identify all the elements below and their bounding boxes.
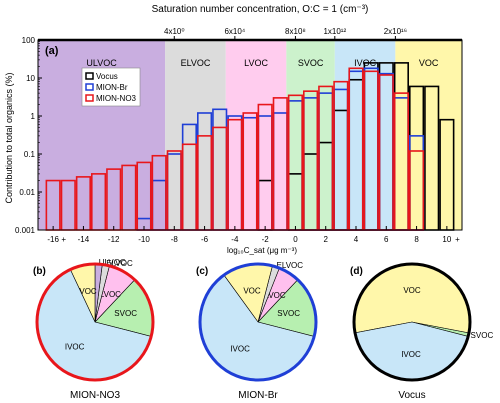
band-label-voc: VOC bbox=[419, 58, 439, 68]
top-tick-label: 6x10⁴ bbox=[224, 27, 245, 36]
band-svoc bbox=[286, 40, 335, 230]
pie-label-ivoc: IVOC bbox=[401, 350, 421, 359]
x-edge-mark-right: + bbox=[455, 235, 460, 244]
legend-label-mion-br: MION-Br bbox=[96, 83, 128, 92]
band-label-elvoc: ELVOC bbox=[181, 58, 211, 68]
x-tick-label: -4 bbox=[231, 235, 239, 244]
top-tick-label: 1x10¹² bbox=[323, 27, 346, 36]
axes-layer: 100 10 1 0.1 0.01 0.001 -16 -14 -12 -10 -8 -6 -4 -2 0 2… bbox=[15, 27, 463, 244]
y-tick-label: 0.01 bbox=[19, 188, 35, 197]
x-axis-label: log₁₀C_sat (μg m⁻³) bbox=[227, 246, 297, 255]
pie-label-ulvoc: ULVOC bbox=[99, 258, 126, 267]
legend-label-mion-no3: MION-NO3 bbox=[96, 94, 137, 103]
x-tick-label: 10 bbox=[442, 235, 451, 244]
pie-panel-label: (b) bbox=[33, 266, 46, 277]
x-tick-label: -2 bbox=[262, 235, 270, 244]
x-tick-label: 4 bbox=[354, 235, 359, 244]
pie-label-svoc: SVOC bbox=[114, 309, 137, 318]
pie-label-lvoc: LVOC bbox=[264, 291, 285, 300]
legend-swatch-mion-br bbox=[85, 83, 94, 91]
y-axis-label: Contribution to total organics (%) bbox=[4, 72, 14, 203]
x-tick-label: 6 bbox=[384, 235, 389, 244]
x-tick-label: -8 bbox=[171, 235, 179, 244]
y-tick-label: 0.1 bbox=[24, 150, 36, 159]
pie-label-lvoc: LVOC bbox=[100, 290, 121, 299]
y-tick-label: 10 bbox=[26, 74, 35, 83]
pie-panel-label: (c) bbox=[196, 266, 208, 277]
band-label-lvoc: LVOC bbox=[244, 58, 268, 68]
top-tick-label: 2x10¹⁶ bbox=[384, 27, 407, 36]
band-label-svoc: SVOC bbox=[298, 58, 324, 68]
x-tick-label: 8 bbox=[414, 235, 419, 244]
x-edge-mark-left: + bbox=[61, 235, 66, 244]
legend-swatch-vocus bbox=[85, 72, 94, 80]
top-axis-title: Saturation number concentration, O:C = 1… bbox=[152, 4, 369, 15]
pie-label-elvoc: ELVOC bbox=[277, 261, 304, 270]
pie-panel-label: (d) bbox=[350, 266, 363, 277]
y-tick-label: 100 bbox=[22, 36, 36, 45]
band-voc bbox=[395, 40, 462, 230]
x-tick-label: 2 bbox=[323, 235, 328, 244]
pie-label-voc: VOC bbox=[243, 287, 261, 296]
pie-label-svoc: SVOC bbox=[471, 331, 494, 340]
pie-label-elvoc: ELVOC bbox=[106, 259, 133, 268]
x-tick-label: -6 bbox=[201, 235, 209, 244]
pie-label-ivoc: IVOC bbox=[230, 344, 250, 353]
y-tick-label: 1 bbox=[31, 112, 36, 121]
top-tick-label: 4x10⁰ bbox=[164, 27, 185, 36]
pies-layer: SVOCLVOCELVOCULVOCVOCIVOC(b)MION-NO3SVOC… bbox=[33, 258, 493, 401]
pie-label-voc: VOC bbox=[403, 286, 421, 295]
pie-caption: MION-NO3 bbox=[70, 390, 120, 401]
x-tick-label: 0 bbox=[293, 235, 298, 244]
top-tick-label: 8x10⁸ bbox=[285, 27, 306, 36]
pie-border bbox=[35, 262, 155, 382]
pie-label-ivoc: IVOC bbox=[65, 343, 85, 352]
pie-caption: Vocus bbox=[398, 390, 425, 401]
pie-caption: MION-Br bbox=[238, 390, 278, 401]
pie-border bbox=[198, 262, 318, 382]
pie-border bbox=[352, 262, 472, 382]
x-tick-label: -10 bbox=[138, 235, 150, 244]
panel-a-label: (a) bbox=[45, 45, 59, 57]
pie-label-svoc: SVOC bbox=[277, 309, 300, 318]
legend: Vocus MION-Br MION-NO3 bbox=[81, 67, 141, 107]
band-label-ulvoc: ULVOC bbox=[86, 58, 117, 68]
y-tick-label: 0.001 bbox=[15, 226, 36, 235]
pie-label-voc: VOC bbox=[79, 287, 97, 296]
legend-swatch-mion-no3 bbox=[85, 94, 94, 102]
x-tick-label: -14 bbox=[78, 235, 90, 244]
x-tick-label: -12 bbox=[108, 235, 120, 244]
legend-box bbox=[81, 67, 141, 107]
legend-label-vocus: Vocus bbox=[96, 72, 118, 81]
x-tick-label: -16 bbox=[47, 235, 59, 244]
